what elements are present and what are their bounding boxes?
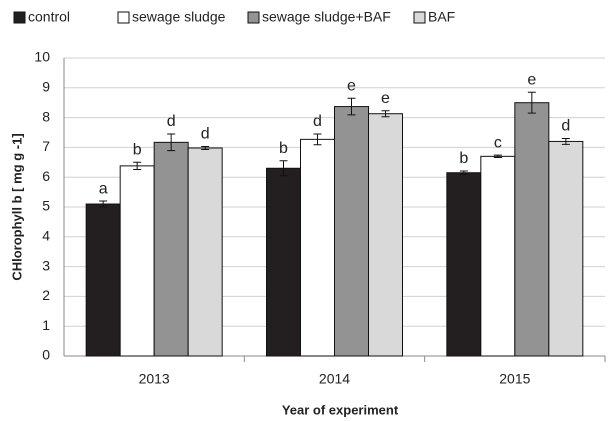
significance-letter: e	[381, 90, 390, 107]
bar	[300, 138, 335, 357]
y-tick-label: 2	[42, 287, 50, 303]
y-tick-label: 10	[34, 49, 50, 65]
significance-letter: e	[527, 71, 536, 88]
error-bar	[133, 161, 142, 170]
legend-swatch	[247, 11, 260, 24]
legend-label: sewage sludge	[132, 9, 226, 25]
error-bar	[493, 154, 502, 159]
y-tick-label: 9	[42, 79, 50, 95]
legend-label: sewage sludge+BAF	[262, 9, 391, 25]
error-bar	[527, 91, 536, 114]
x-axis-title: Year of experiment	[282, 402, 399, 417]
y-tick-label: 7	[42, 138, 50, 154]
y-tick-label: 3	[42, 257, 50, 273]
error-bar	[561, 137, 570, 145]
y-tick-label: 8	[42, 108, 50, 124]
x-tick-label: 2015	[499, 371, 530, 387]
bar	[266, 167, 301, 357]
significance-letter: b	[459, 150, 468, 167]
legend-swatch	[13, 11, 26, 24]
bar	[548, 140, 584, 357]
error-bar	[201, 146, 210, 150]
bar	[334, 106, 369, 357]
legend-swatch	[117, 11, 130, 24]
bar	[368, 113, 403, 357]
significance-letter: c	[494, 134, 502, 151]
significance-letter: e	[347, 77, 356, 94]
y-tick-label: 1	[42, 317, 50, 333]
bar	[480, 155, 516, 357]
significance-letter: a	[99, 180, 108, 197]
y-tick-label: 5	[42, 198, 50, 214]
legend-swatch	[413, 11, 426, 24]
bar	[85, 203, 121, 357]
significance-letter: d	[561, 118, 570, 135]
significance-letter: d	[201, 126, 210, 143]
significance-letter: d	[167, 113, 176, 130]
x-tick-label: 2014	[319, 371, 350, 387]
bar	[119, 165, 155, 357]
error-bar	[167, 133, 176, 152]
legend-label: BAF	[428, 9, 455, 25]
significance-letter: d	[313, 113, 322, 130]
significance-letter: b	[279, 140, 288, 157]
x-tick-label: 2013	[139, 371, 170, 387]
error-bar	[347, 97, 356, 116]
y-tick-label: 6	[42, 168, 50, 184]
error-bar	[313, 133, 322, 146]
error-bar	[99, 200, 108, 208]
bar	[187, 147, 223, 357]
error-bar	[459, 170, 468, 176]
y-tick-label: 0	[42, 347, 50, 363]
bar	[514, 102, 550, 357]
legend-label: control	[28, 9, 70, 25]
bar	[446, 172, 482, 357]
significance-letter: b	[133, 142, 142, 159]
error-bar	[381, 110, 390, 118]
y-tick-label: 4	[42, 228, 50, 244]
bar	[153, 141, 189, 357]
y-axis-title: CHlorophyll b [ mg g -1]	[9, 133, 24, 280]
error-bar	[279, 160, 288, 177]
